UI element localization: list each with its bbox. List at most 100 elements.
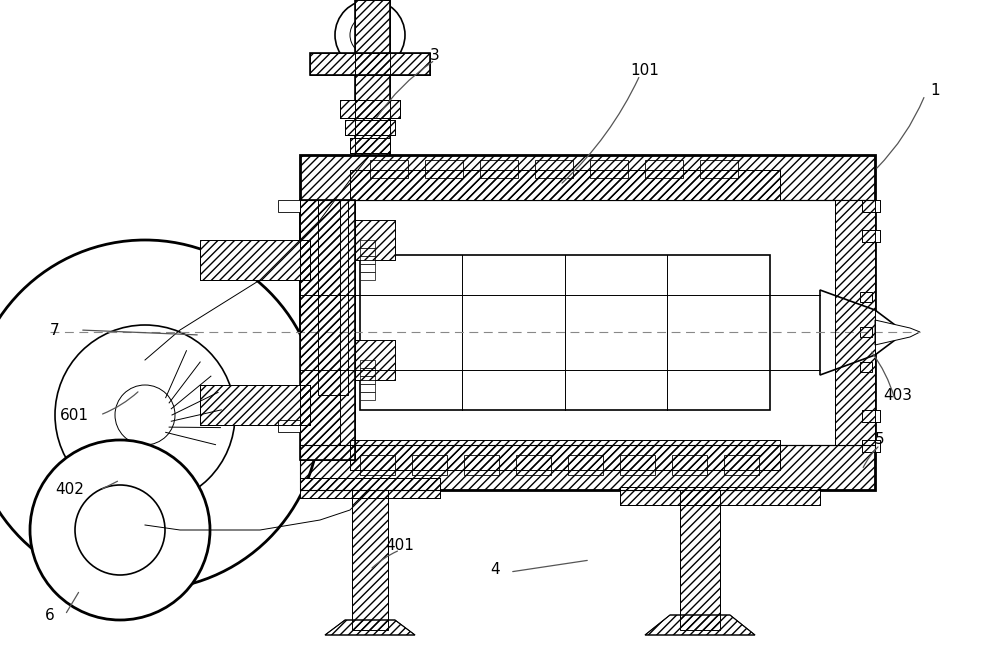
Bar	[360, 272, 375, 280]
Bar	[300, 200, 340, 445]
Text: 403: 403	[883, 387, 912, 402]
Circle shape	[75, 485, 165, 575]
Bar	[350, 170, 780, 200]
Bar	[724, 455, 759, 475]
Bar	[860, 362, 872, 372]
Bar	[835, 200, 875, 445]
Bar	[310, 53, 430, 75]
Circle shape	[350, 15, 390, 55]
Bar	[672, 455, 707, 475]
Bar	[360, 384, 375, 392]
Bar	[480, 160, 518, 178]
Bar	[620, 487, 820, 505]
Bar	[645, 160, 683, 178]
Bar	[862, 200, 880, 212]
Bar	[350, 440, 780, 470]
Polygon shape	[875, 320, 920, 345]
Bar	[340, 100, 400, 118]
Bar	[568, 455, 603, 475]
Bar	[360, 455, 395, 475]
Bar	[300, 478, 440, 498]
Bar	[862, 440, 880, 452]
Bar	[300, 155, 875, 490]
Bar	[620, 455, 655, 475]
Bar	[200, 240, 310, 280]
Bar	[425, 160, 463, 178]
Bar	[412, 455, 447, 475]
Bar	[535, 160, 573, 178]
Bar	[360, 264, 375, 272]
Bar	[200, 240, 310, 280]
Bar	[340, 100, 400, 118]
Bar	[355, 0, 390, 155]
Bar	[355, 220, 395, 260]
Bar	[300, 478, 440, 498]
Bar	[350, 138, 390, 153]
Bar	[278, 200, 300, 212]
Bar	[860, 292, 872, 302]
Bar	[360, 256, 375, 264]
Bar	[340, 100, 400, 118]
Bar	[318, 295, 348, 395]
Bar	[200, 385, 310, 425]
Bar	[200, 385, 310, 425]
Bar	[300, 200, 355, 460]
Bar	[360, 368, 375, 376]
Bar	[464, 455, 499, 475]
Bar	[350, 170, 780, 200]
Bar	[352, 490, 388, 630]
Bar	[345, 120, 395, 135]
Bar	[300, 200, 340, 445]
Text: 1: 1	[930, 82, 940, 97]
Bar	[355, 220, 395, 260]
Bar	[345, 120, 395, 135]
Text: 402: 402	[55, 483, 84, 497]
Bar	[300, 155, 875, 200]
Bar	[310, 53, 430, 75]
Bar	[300, 445, 875, 490]
Bar	[360, 240, 375, 248]
Text: 601: 601	[60, 408, 89, 422]
Circle shape	[115, 385, 175, 445]
Bar	[350, 138, 390, 153]
Bar	[310, 53, 430, 75]
Bar	[355, 340, 395, 380]
Polygon shape	[645, 615, 755, 635]
Text: 5: 5	[875, 432, 885, 448]
Bar	[300, 200, 355, 460]
Bar	[355, 340, 395, 380]
Bar	[278, 420, 300, 432]
Bar	[835, 200, 875, 445]
Bar	[360, 392, 375, 400]
Bar	[590, 160, 628, 178]
Bar	[345, 120, 395, 135]
Bar	[862, 440, 880, 452]
Bar	[680, 490, 720, 630]
Bar	[860, 327, 872, 337]
Bar	[300, 445, 875, 490]
Bar	[300, 200, 355, 460]
Bar	[862, 230, 880, 242]
Bar	[862, 200, 880, 212]
Bar	[360, 376, 375, 384]
Bar	[355, 0, 390, 155]
Bar	[516, 455, 551, 475]
Bar	[700, 160, 738, 178]
Circle shape	[0, 240, 320, 590]
Circle shape	[335, 0, 405, 70]
Bar	[370, 160, 408, 178]
Circle shape	[30, 440, 210, 620]
Polygon shape	[325, 620, 415, 635]
Bar	[360, 360, 375, 368]
Bar	[862, 230, 880, 242]
Bar	[360, 255, 770, 410]
Text: 7: 7	[50, 322, 60, 337]
Text: 6: 6	[45, 607, 55, 623]
Polygon shape	[820, 290, 895, 375]
Bar	[350, 138, 390, 153]
Bar	[355, 0, 390, 155]
Bar	[352, 490, 388, 630]
Text: 401: 401	[385, 538, 414, 552]
Bar	[350, 440, 780, 470]
Bar	[300, 155, 875, 200]
